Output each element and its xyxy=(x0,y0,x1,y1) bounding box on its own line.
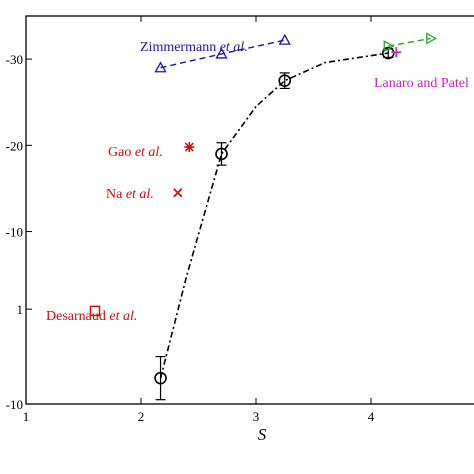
y-tick-label: 1 xyxy=(17,302,24,317)
annotation-zimmermann: Zimmermann et al. xyxy=(140,40,248,55)
data-point-x xyxy=(173,188,183,198)
x-axis-title: S xyxy=(258,425,267,444)
x-tick-label: 1 xyxy=(23,409,30,424)
y-tick-label: -20 xyxy=(6,138,23,153)
annotation-desarnaud: Desarnaud et al. xyxy=(46,309,137,324)
axis-ticks: 1 2 3 4-101-10-20-30 xyxy=(6,16,375,424)
y-tick-label: -30 xyxy=(6,52,23,67)
data-point-triangle xyxy=(278,33,291,45)
data-point-triangle-right xyxy=(426,32,438,45)
x-tick-label: 4 xyxy=(368,409,375,424)
x-tick-label: 3 xyxy=(253,409,260,424)
data-point-square xyxy=(89,305,101,317)
data-point-triangle xyxy=(215,47,228,59)
annotation-lanaro: Lanaro and Patel xyxy=(374,76,469,91)
fit-curve-layer xyxy=(159,52,389,379)
data-point-circle xyxy=(215,147,228,161)
annotation-layer: Zimmermann et al. Gao et al. Na et al. Desa… xyxy=(46,40,469,324)
data-point-triangle xyxy=(154,61,167,73)
data-point-triangle-right xyxy=(383,40,395,53)
data-point-plus xyxy=(391,47,402,58)
series-layer xyxy=(89,32,438,401)
annotation-gao: Gao et al. xyxy=(108,145,163,160)
data-point-circle xyxy=(154,371,167,385)
x-tick-label: 2 xyxy=(138,409,145,424)
series-trend-line xyxy=(160,39,285,69)
y-tick-label: -10 xyxy=(6,225,23,240)
data-point-asterisk xyxy=(184,142,195,153)
series-trend-line xyxy=(388,37,431,47)
y-tick-label: -10 xyxy=(6,397,23,412)
annotation-na: Na et al. xyxy=(106,187,154,202)
fit-curve xyxy=(159,52,389,379)
data-point-circle xyxy=(278,74,292,87)
plot-frame xyxy=(25,15,474,405)
